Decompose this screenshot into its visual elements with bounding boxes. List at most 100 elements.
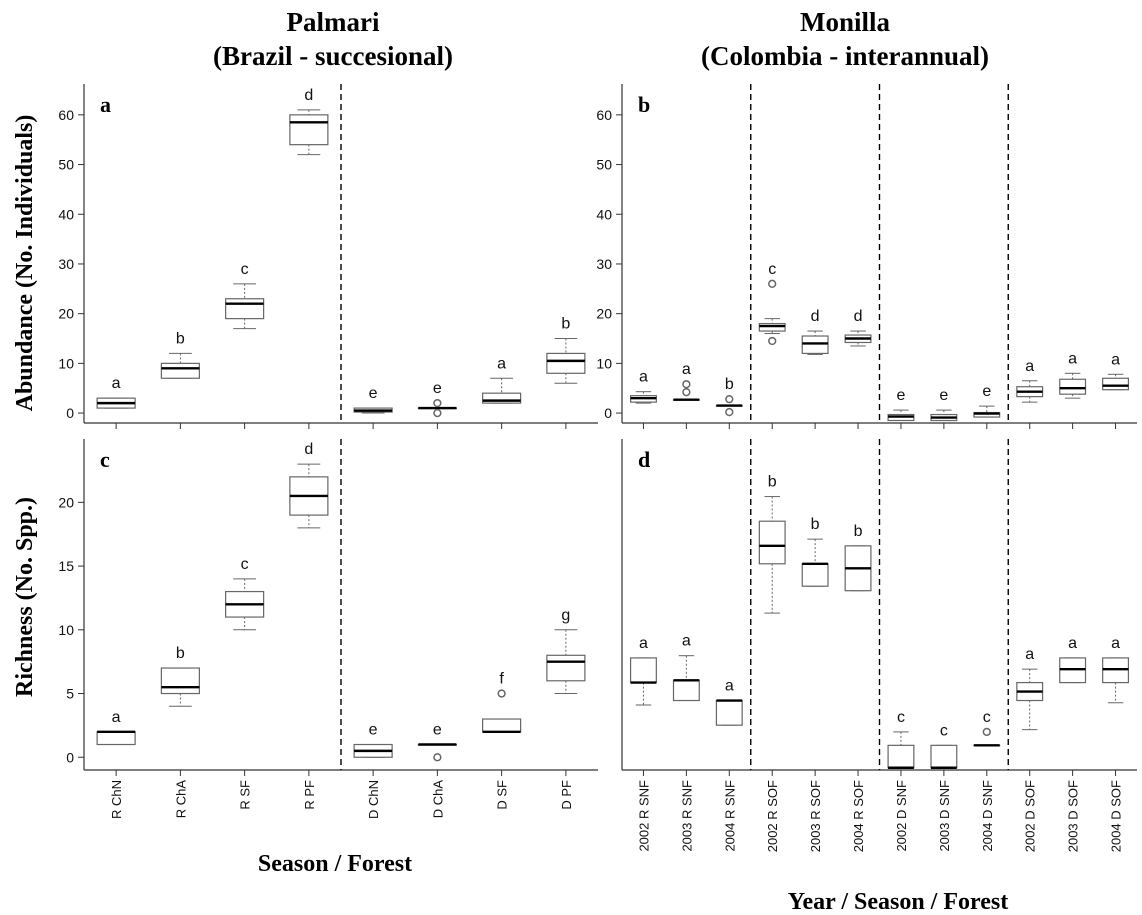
y-tick-label: 30 — [58, 256, 74, 272]
outlier-point — [725, 407, 734, 417]
category-label: 2002 D SOF — [1023, 780, 1038, 852]
significance-letter: b — [854, 523, 863, 540]
y-tick-label: 20 — [58, 306, 74, 322]
box-10 — [1059, 657, 1087, 684]
panel-c: 0 5 10 15 20 a b c d e e f g c R ChN R ChA R SF R PF D ChN… — [58, 439, 598, 819]
x-axis-title-right: Year / Season / Forest — [788, 889, 1008, 915]
significance-letter: a — [112, 709, 121, 726]
y-axis-title-abundance: Abundance (No. Individuals) — [12, 115, 38, 412]
box-7 — [546, 629, 586, 695]
box-2 — [715, 699, 743, 726]
significance-letter: a — [725, 678, 734, 695]
category-label: 2003 R SNF — [679, 780, 694, 852]
significance-letter: e — [433, 722, 442, 739]
y-tick-label: 0 — [66, 405, 74, 421]
category-label: R SF — [238, 780, 253, 810]
box-body — [801, 563, 829, 587]
outlier-point — [433, 753, 442, 762]
box-3 — [289, 463, 329, 529]
box-3 — [289, 109, 329, 156]
palmari-title-line2: (Brazil - succesional) — [213, 41, 453, 71]
box-1 — [160, 667, 200, 707]
box-11 — [1102, 657, 1130, 704]
significance-letter: c — [983, 709, 991, 726]
significance-letter: c — [241, 261, 249, 278]
box-0 — [96, 730, 136, 746]
category-label: 2002 R SNF — [636, 780, 651, 852]
y-tick-label: 50 — [58, 157, 74, 173]
significance-letter: a — [639, 635, 648, 652]
box-5 — [844, 545, 872, 592]
box-11 — [1102, 373, 1130, 391]
box-body — [160, 362, 200, 379]
box-4 — [801, 330, 829, 355]
box-6 — [887, 409, 915, 422]
significance-letter: a — [682, 361, 691, 378]
box-8 — [973, 405, 1001, 418]
significance-letter: a — [1025, 646, 1034, 663]
significance-letter: e — [433, 380, 442, 397]
significance-letter: e — [897, 387, 906, 404]
y-tick-label: 60 — [596, 107, 612, 123]
outlier-point — [497, 689, 506, 698]
box-5 — [417, 743, 457, 762]
significance-letter: f — [499, 671, 504, 688]
outlier-point — [433, 408, 442, 418]
significance-letter: a — [497, 355, 506, 372]
significance-letter: c — [768, 261, 776, 278]
box-8 — [973, 727, 1001, 747]
category-label: D SF — [495, 780, 510, 810]
box-6 — [482, 377, 522, 404]
y-tick-label: 0 — [604, 405, 612, 421]
box-body — [225, 298, 265, 320]
box-4 — [353, 743, 393, 758]
box-6 — [482, 689, 522, 733]
significance-letter: b — [561, 316, 570, 333]
box-9 — [1016, 380, 1044, 403]
significance-letter: a — [1068, 350, 1077, 367]
category-label: 2002 D SNF — [894, 780, 909, 852]
y-tick-label: 15 — [58, 558, 74, 574]
significance-letter: b — [176, 645, 185, 662]
box-body — [96, 731, 136, 746]
box-3 — [758, 496, 786, 614]
outlier-point — [768, 336, 777, 346]
y-tick-label: 10 — [58, 355, 74, 371]
box-2 — [225, 283, 265, 330]
significance-letter: c — [241, 556, 249, 573]
significance-letter: a — [1111, 351, 1120, 368]
monilla-title-line2: (Colombia - interannual) — [701, 41, 989, 71]
box-body — [629, 657, 657, 684]
panel-letter: a — [100, 92, 111, 117]
panel-letter: c — [100, 447, 110, 472]
box-body — [715, 699, 743, 726]
category-label: 2002 R SOF — [765, 780, 780, 852]
y-tick-label: 20 — [58, 494, 74, 510]
significance-letter: d — [304, 87, 313, 104]
box-0 — [96, 397, 136, 409]
category-label: 2004 R SNF — [722, 780, 737, 852]
category-label: 2003 D SNF — [937, 780, 952, 852]
y-tick-label: 40 — [58, 206, 74, 222]
box-body — [887, 744, 915, 769]
box-0 — [629, 657, 657, 706]
monilla-title-line1: Monilla — [800, 7, 891, 37]
significance-letter: a — [682, 633, 691, 650]
y-tick-label: 10 — [58, 622, 74, 638]
significance-letter: a — [112, 375, 121, 392]
panel-a: 0 10 20 30 40 50 60 a b c d e e a b a — [58, 84, 598, 429]
box-7 — [930, 744, 958, 769]
box-body — [1102, 377, 1130, 391]
box-5 — [417, 398, 457, 418]
panel-letter: d — [638, 447, 650, 472]
box-body — [289, 114, 329, 146]
significance-letter: g — [561, 607, 570, 624]
box-5 — [844, 330, 872, 347]
box-1 — [672, 655, 700, 702]
significance-letter: c — [897, 709, 905, 726]
box-4 — [353, 407, 393, 414]
significance-letter: d — [304, 441, 313, 458]
significance-letter: a — [1025, 358, 1034, 375]
significance-letter: e — [369, 385, 378, 402]
